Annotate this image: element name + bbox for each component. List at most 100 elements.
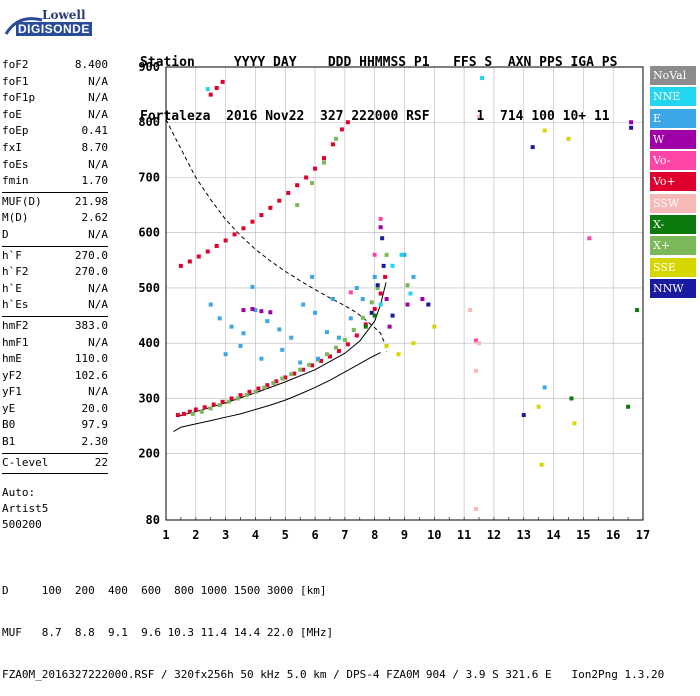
data-point-x — [310, 181, 315, 186]
param-value: 2.62 — [81, 211, 109, 225]
x-tick-label: 15 — [576, 528, 590, 542]
param-name: foF1 — [2, 74, 29, 88]
data-point-x — [351, 327, 356, 332]
plot-frame — [165, 66, 644, 521]
curve-profile — [173, 352, 381, 433]
param-name: B1 — [2, 435, 16, 449]
data-point-vo — [301, 367, 306, 372]
y-tick-label: 600 — [138, 226, 160, 240]
param-row: foF1 N/A — [2, 75, 108, 92]
logo-swoosh-icon — [4, 17, 43, 35]
data-point-vo — [283, 375, 288, 380]
param-divider — [2, 315, 108, 317]
x-tick-label: 14 — [546, 528, 560, 542]
legend-item-x: X- — [650, 215, 696, 235]
param-name: C-level — [2, 455, 49, 469]
data-point-e — [259, 356, 264, 361]
data-point-sse — [536, 404, 541, 409]
data-point-x — [635, 308, 640, 313]
data-point-vo — [304, 175, 309, 180]
data-point-sse — [572, 421, 577, 426]
param-value: 270.0 — [74, 248, 108, 262]
param-name: D — [2, 227, 9, 241]
param-row: foE N/A — [2, 108, 108, 125]
param-value: N/A — [88, 385, 108, 399]
data-point-vo — [313, 166, 318, 171]
data-point-nne — [390, 263, 395, 268]
data-point-vo — [336, 348, 341, 353]
data-point-nne — [378, 302, 383, 307]
data-point-nnw — [381, 263, 386, 268]
data-point-e — [301, 302, 306, 307]
data-point-vo — [268, 205, 273, 210]
param-row: h`F 270.0 — [2, 249, 108, 266]
param-value: N/A — [88, 281, 108, 295]
data-point-vo — [348, 290, 353, 295]
param-row: hmF1 N/A — [2, 336, 108, 353]
data-point-w — [241, 308, 246, 313]
data-point-x — [626, 404, 631, 409]
data-point-w — [378, 225, 383, 230]
data-point-vo — [181, 411, 186, 416]
param-row: fmin 1.70 — [2, 174, 108, 191]
data-point-x — [253, 389, 258, 394]
data-point-e — [265, 319, 270, 324]
data-point-vo — [274, 379, 279, 384]
param-name: h`Es — [2, 298, 29, 312]
param-value: N/A — [88, 74, 108, 88]
data-point-vo — [223, 238, 228, 243]
param-row: foF2 8.400 — [2, 58, 108, 75]
logo-text-digisonde: DIGISONDE — [16, 22, 92, 36]
param-value: N/A — [88, 227, 108, 241]
header-labels: Station YYYY DAY DDD HHMMSS P1 FFS S AXN… — [140, 55, 618, 70]
param-name: B0 — [2, 418, 16, 432]
data-point-sse — [566, 136, 571, 141]
data-point-x — [333, 345, 338, 350]
param-row: yE 20.0 — [2, 402, 108, 419]
param-name: MUF(D) — [2, 194, 42, 208]
x-tick-label: 10 — [427, 528, 441, 542]
data-point-e — [238, 343, 243, 348]
data-point-vo — [250, 219, 255, 224]
data-point-nnw — [369, 310, 374, 315]
param-value: 20.0 — [81, 401, 109, 415]
data-point-vo — [214, 85, 219, 90]
data-point-w — [629, 120, 634, 125]
data-point-vo — [372, 252, 377, 257]
lowell-digisonde-logo: Lowell DIGISONDE — [2, 2, 92, 42]
data-point-vo — [178, 263, 183, 268]
data-point-sse — [432, 324, 437, 329]
muf-footer: D 100 200 400 600 800 1000 1500 3000 [km… — [2, 556, 664, 696]
data-point-vo — [330, 142, 335, 147]
param-value: 8.400 — [74, 58, 108, 71]
legend-item-e: E — [650, 108, 696, 128]
data-point-e — [402, 252, 407, 257]
param-row: yF2 102.6 — [2, 369, 108, 386]
data-point-vo — [241, 226, 246, 231]
data-point-vo — [232, 232, 237, 237]
data-point-vo — [247, 389, 252, 394]
param-row: h`F2 270.0 — [2, 265, 108, 282]
data-point-vo — [187, 409, 192, 414]
data-point-vo — [372, 306, 377, 311]
data-point-vo — [319, 358, 324, 363]
data-point-vo — [339, 127, 344, 132]
data-point-w — [259, 309, 264, 314]
param-row: hmF2 383.0 — [2, 319, 108, 336]
data-point-x — [372, 313, 377, 318]
param-divider — [2, 191, 108, 193]
x-tick-label: 7 — [341, 528, 348, 542]
data-point-e — [330, 297, 335, 302]
parameter-panel: foF2 8.400 foF1 N/A foF1p N/A foE N/A foEp 0.41 fx… — [2, 58, 108, 476]
legend-item-noval: NoVal — [650, 66, 696, 85]
param-row: D N/A — [2, 228, 108, 245]
y-tick-label: 800 — [138, 115, 160, 129]
data-point-x — [235, 396, 240, 401]
data-point-x — [363, 324, 368, 329]
x-tick-label: 12 — [487, 528, 501, 542]
data-point-vo — [208, 92, 213, 97]
data-point-vo — [322, 156, 327, 161]
data-point-nnw — [380, 236, 385, 241]
data-point-e — [324, 330, 329, 335]
data-point-ssw — [474, 368, 479, 373]
